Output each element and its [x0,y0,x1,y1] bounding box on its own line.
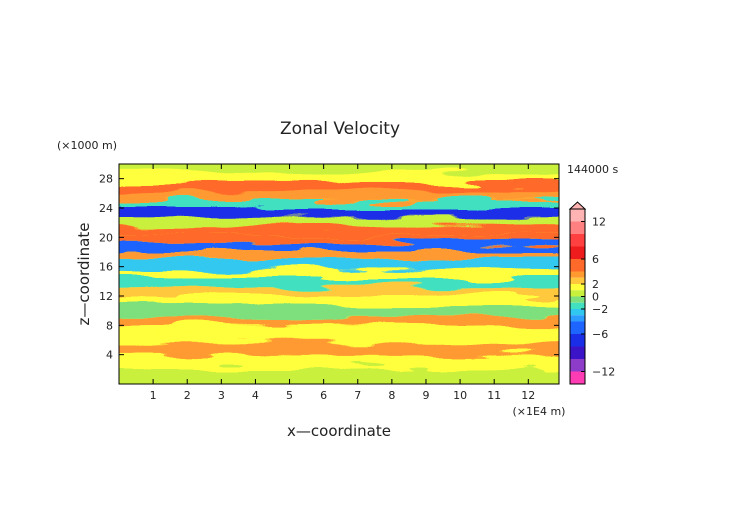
velocity-band [119,208,559,217]
velocity-band [119,355,559,368]
x-tick-label: 10 [453,389,467,402]
x-tick-label: 11 [487,389,501,402]
colorbar-level [570,277,585,284]
velocity-band [119,182,559,192]
y-axis-title: z—coordinate [75,223,93,326]
colorbar-level [570,302,585,309]
x-tick-label: 6 [320,389,327,402]
colorbar-tick-label: 12 [592,216,606,229]
x-tick-label: 2 [184,389,191,402]
velocity-band [119,259,559,269]
colorbar-tick-label: −2 [592,303,608,316]
velocity-band [119,172,559,183]
colorbar-level [570,346,585,359]
time-label: 144000 s [567,163,618,176]
x-tick-label: 3 [218,389,225,402]
velocity-band [119,315,559,325]
colorbar-level [570,290,585,297]
colorbar-level [570,271,585,278]
colorbar-tick-label: −12 [592,366,615,379]
velocity-band [119,250,559,260]
colorbar-level [570,209,585,222]
colorbar-level [570,309,585,316]
velocity-band [119,367,559,384]
y-tick-label: 20 [99,231,113,244]
velocity-field [119,164,559,384]
colorbar-tick-label: 6 [592,253,599,266]
colorbar-level [570,315,585,322]
y-unit-label: (×1000 m) [57,139,117,152]
x-tick-label: 8 [388,389,395,402]
x-tick-label: 5 [286,389,293,402]
velocity-band [119,243,559,251]
colorbar-level [570,234,585,247]
velocity-band [119,305,559,316]
velocity-band [119,164,559,173]
colorbar-level [570,371,585,384]
velocity-band [119,235,559,244]
colorbar-level [570,246,585,259]
velocity-band [119,333,559,344]
y-tick-label: 4 [106,349,113,362]
velocity-band [119,324,559,334]
velocity-band [119,287,559,296]
chart-title: Zonal Velocity [280,119,400,139]
x-axis: 1 2 3 4 5 6 7 8 9 10 11 12 [150,164,535,402]
y-tick-label: 12 [99,290,113,303]
velocity-band [119,225,559,236]
colorbar-tick-label: −6 [592,328,608,341]
colorbar-overflow-arrow [568,201,587,210]
velocity-band [119,268,559,279]
colorbar: 12 6 20−2 −6 −12 [568,201,615,385]
x-tick-label: 9 [422,389,429,402]
velocity-band [119,216,559,226]
y-tick-label: 24 [99,202,113,215]
velocity-band [119,343,559,356]
x-unit-label: (×1E4 m) [513,405,566,418]
y-axis: 4 8 12 16 20 24 28 [99,173,559,362]
colorbar-level [570,321,585,334]
colorbar-level [570,221,585,234]
x-axis-title: x—coordinate [287,422,391,440]
x-tick-label: 12 [521,389,535,402]
x-tick-label: 7 [354,389,361,402]
colorbar-tick-label: 0 [592,291,599,304]
colorbar-level [570,334,585,347]
colorbar-level [570,296,585,303]
y-tick-label: 28 [99,173,113,186]
velocity-band [119,278,559,288]
y-tick-label: 8 [106,319,113,332]
velocity-band [119,191,559,200]
x-tick-label: 1 [150,389,157,402]
colorbar-level [570,284,585,291]
x-tick-label: 4 [252,389,259,402]
velocity-band [119,296,559,306]
colorbar-tick-label: 2 [592,278,599,291]
velocity-band [119,199,559,208]
colorbar-level [570,259,585,272]
y-tick-label: 16 [99,261,113,274]
plot-frame [118,163,560,385]
colorbar-level [570,359,585,372]
